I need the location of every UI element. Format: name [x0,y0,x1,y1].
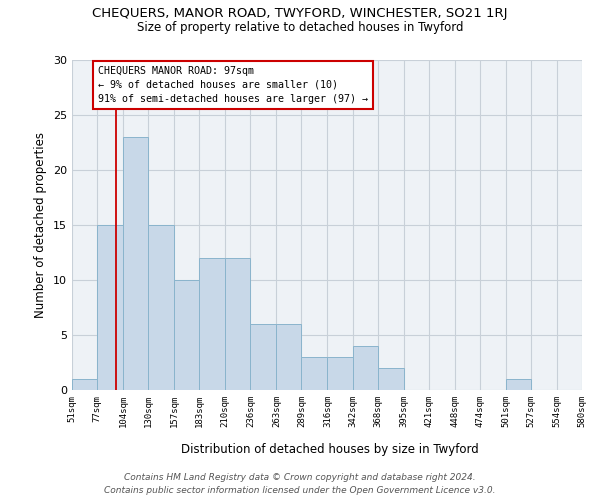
Bar [301,357,328,390]
Bar [353,346,377,390]
Bar [506,379,531,390]
Bar [328,357,353,390]
Text: Size of property relative to detached houses in Twyford: Size of property relative to detached ho… [137,21,463,34]
Text: Distribution of detached houses by size in Twyford: Distribution of detached houses by size … [181,442,479,456]
Bar [277,324,301,390]
Bar [377,368,404,390]
Bar [199,258,225,390]
Bar [174,280,199,390]
Bar [72,379,97,390]
Text: Contains public sector information licensed under the Open Government Licence v3: Contains public sector information licen… [104,486,496,495]
Text: Contains HM Land Registry data © Crown copyright and database right 2024.: Contains HM Land Registry data © Crown c… [124,472,476,482]
Text: CHEQUERS, MANOR ROAD, TWYFORD, WINCHESTER, SO21 1RJ: CHEQUERS, MANOR ROAD, TWYFORD, WINCHESTE… [92,8,508,20]
Bar [148,225,174,390]
Text: CHEQUERS MANOR ROAD: 97sqm
← 9% of detached houses are smaller (10)
91% of semi-: CHEQUERS MANOR ROAD: 97sqm ← 9% of detac… [98,66,368,104]
Bar [250,324,277,390]
Bar [123,137,148,390]
Y-axis label: Number of detached properties: Number of detached properties [34,132,47,318]
Bar [225,258,250,390]
Bar [97,225,123,390]
